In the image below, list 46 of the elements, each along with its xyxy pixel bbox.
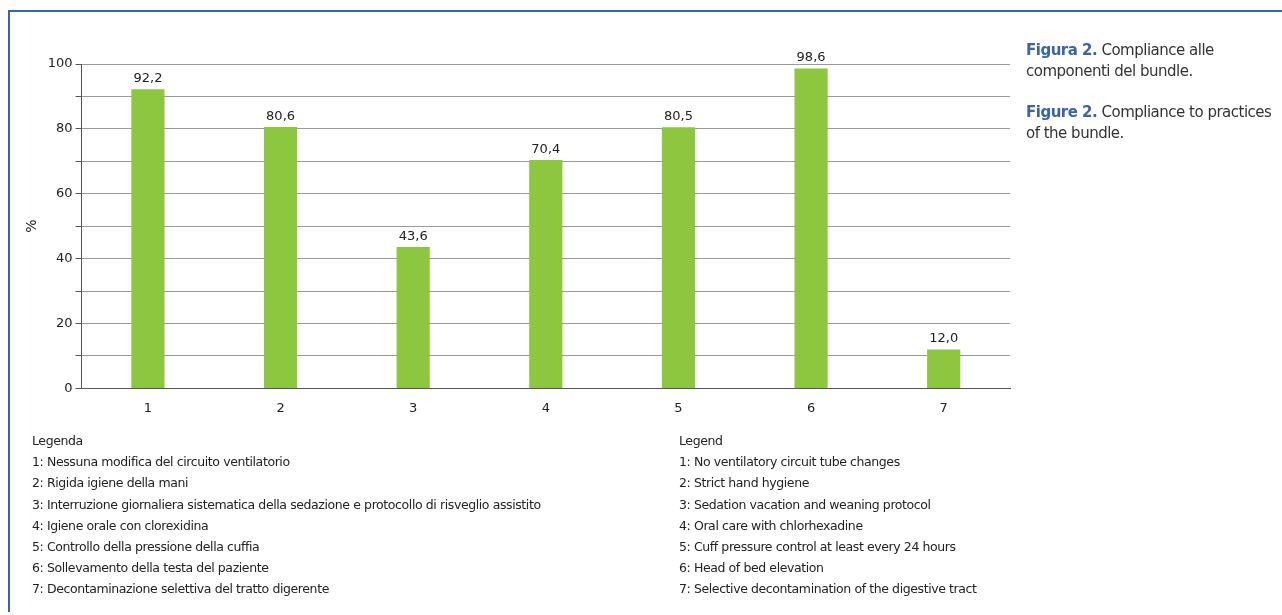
y-tick-label: 0 xyxy=(64,379,73,395)
text: 2: Rigida igiene della mani xyxy=(32,474,190,493)
text: 7: Decontaminazione selettiva del tratto digerente xyxy=(32,580,330,599)
text: 1: Nessuna modifica del circuito ventilatorio xyxy=(32,453,291,472)
y-tick-label: 60 xyxy=(56,185,73,201)
y-tick-label: 100 xyxy=(47,55,73,71)
x-tick-label: 5 xyxy=(674,399,683,415)
text: 6: Head of bed elevation xyxy=(679,559,825,578)
bar xyxy=(131,89,165,388)
data-label: 98,6 xyxy=(796,49,826,65)
text: 1: No ventilatory circuit tube changes xyxy=(679,453,901,472)
text: 4: Oral care with chlorhexadine xyxy=(679,516,864,535)
data-label: 43,6 xyxy=(398,227,428,243)
bar xyxy=(529,160,563,388)
text: 3: Sedation vacation and weaning protocol xyxy=(679,495,932,514)
text: 5: Controllo della pressione della cuffia xyxy=(32,538,261,556)
y-axis-title: % xyxy=(23,219,40,233)
bar xyxy=(263,126,298,388)
x-tick-label: 2 xyxy=(276,399,285,415)
x-tick-label: 7 xyxy=(939,399,948,415)
text: 4: Igiene orale con clorexidina xyxy=(32,516,210,535)
text: Legenda xyxy=(32,432,84,450)
x-tick-label: 4 xyxy=(541,399,550,415)
y-tick-label: 40 xyxy=(56,250,73,266)
data-label: 70,4 xyxy=(531,140,561,156)
text: 2: Strict hand hygiene xyxy=(679,474,810,493)
text: 5: Cuff pressure control at least every 24 hours xyxy=(679,538,957,556)
text: 7: Selective decontamination of the digestive tract xyxy=(679,580,977,599)
data-label: 80,6 xyxy=(266,107,296,123)
y-tick-label: 20 xyxy=(56,314,73,330)
bar xyxy=(927,349,961,388)
y-tick-label: 80 xyxy=(56,120,73,136)
text: 3: Interruzione giornaliera sistematica della sedazione e protocollo di risveglio assistito xyxy=(32,495,541,514)
bar xyxy=(396,246,430,388)
text: Figura 2. Compliance alle componenti del bundle. xyxy=(1026,41,1214,80)
data-label: 80,5 xyxy=(663,108,693,124)
caption: Figure 2. Compliance to practices of the bundle. xyxy=(1026,103,1272,142)
text: 6: Sollevamento della testa del paziente xyxy=(32,559,270,578)
text: Legend xyxy=(679,432,724,450)
bar xyxy=(794,68,828,388)
bar xyxy=(661,127,696,388)
x-tick-label: 1 xyxy=(143,399,153,415)
data-label: 92,2 xyxy=(133,70,163,86)
x-tick-label: 3 xyxy=(409,399,418,415)
data-label: 12,0 xyxy=(929,330,959,346)
x-tick-label: 6 xyxy=(806,399,816,415)
